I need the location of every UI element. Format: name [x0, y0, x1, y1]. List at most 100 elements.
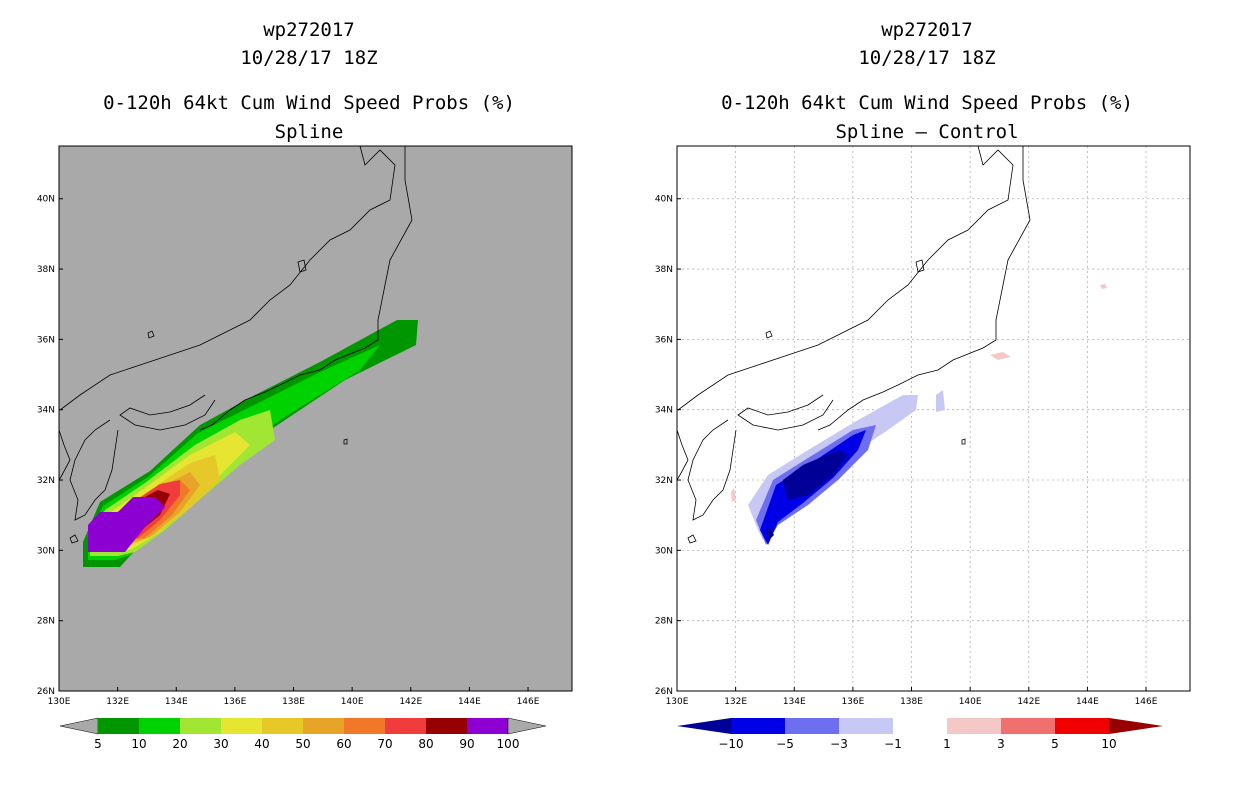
island-tanegashima — [69, 534, 79, 544]
diff-plus-1-a — [731, 488, 736, 502]
coastline-honshu-sea — [59, 145, 396, 411]
lat-tick-label: 36N — [655, 335, 673, 345]
colorbar-label: −3 — [830, 737, 848, 751]
coastline-korea — [676, 429, 689, 481]
panel-subtitle: Spline — [274, 121, 344, 143]
colorbar-box — [947, 718, 1001, 734]
product-title: 0-120h 64kt Cum Wind Speed Probs (%) — [721, 92, 1133, 114]
colorbar-low-arrow — [677, 718, 731, 734]
colorbar-label: 5 — [1051, 737, 1059, 751]
colorbar-box — [731, 718, 785, 734]
lon-tick-label: 142E — [1017, 697, 1040, 707]
coastline — [58, 145, 413, 544]
lon-tick-label: 136E — [223, 697, 246, 707]
colorbar-label: −10 — [718, 737, 743, 751]
colorbar-label: 30 — [213, 737, 228, 751]
colorbar-box — [139, 718, 180, 734]
colorbar-box — [262, 718, 303, 734]
lat-tick-label: 26N — [37, 687, 55, 697]
map-frame — [58, 145, 573, 692]
lon-tick-label: 130E — [48, 697, 71, 707]
colorbar-box — [98, 718, 139, 734]
diff-minus-1-fringe — [936, 390, 945, 412]
lat-tick-label: 32N — [37, 476, 55, 486]
swath-100pct-core — [90, 499, 160, 550]
colorbar-label: 100 — [497, 737, 520, 751]
colorbar-label: 50 — [295, 737, 310, 751]
lon-tick-label: 132E — [724, 697, 747, 707]
lon-tick-label: 130E — [666, 697, 689, 707]
colorbar-label: 70 — [377, 737, 392, 751]
island-izu — [961, 438, 966, 445]
lat-tick-label: 34N — [37, 406, 55, 416]
coastline-shikoku — [737, 394, 834, 431]
colorbar-label: 10 — [131, 737, 146, 751]
forecast-datetime: 10/28/17 18Z — [240, 47, 378, 69]
colorbar-label: 10 — [1101, 737, 1116, 751]
colorbar-label: −1 — [884, 737, 902, 751]
colorbar-box — [839, 718, 893, 734]
lon-tick-label: 138E — [900, 697, 923, 707]
lon-tick-label: 134E — [783, 697, 806, 707]
coastline-korea — [58, 429, 71, 481]
colorbar-box — [893, 718, 947, 734]
colorbar-box — [344, 718, 385, 734]
colorbar-label: −5 — [776, 737, 794, 751]
storm-id: wp272017 — [881, 19, 973, 41]
lon-tick-label: 146E — [1135, 697, 1158, 707]
colorbar-box — [1055, 718, 1109, 734]
lon-tick-label: 140E — [959, 697, 982, 707]
colorbar-high-arrow — [1109, 718, 1163, 734]
colorbar-label: 20 — [172, 737, 187, 751]
colorbar-box — [385, 718, 426, 734]
colorbar: 5 10 20 30 40 50 60 70 80 90 100 — [59, 717, 547, 751]
coastline-honshu-pacific — [817, 146, 1031, 431]
colorbar: −10 −5 −3 −1 1 3 5 10 — [677, 718, 1163, 751]
colorbar-low-arrow — [59, 717, 99, 735]
lat-axis: 26N 28N 30N 32N 34N 36N 38N 40N — [655, 195, 681, 697]
coastline-kyushu — [687, 419, 737, 521]
diff-plus-1-b — [990, 352, 1011, 360]
lon-tick-label: 140E — [341, 697, 364, 707]
product-title: 0-120h 64kt Cum Wind Speed Probs (%) — [103, 92, 515, 114]
lat-tick-label: 34N — [655, 406, 673, 416]
lon-tick-label: 136E — [841, 697, 864, 707]
colorbar-label: 90 — [459, 737, 474, 751]
lon-axis: 130E 132E 134E 136E 138E 140E 142E 144E 146E — [666, 687, 1158, 707]
diff-minus-10 — [783, 450, 848, 500]
colorbar-label: 40 — [254, 737, 269, 751]
lon-tick-label: 146E — [517, 697, 540, 707]
colorbar-box — [426, 718, 467, 734]
colorbar-box — [785, 718, 839, 734]
lat-tick-label: 30N — [37, 546, 55, 556]
lat-tick-label: 30N — [655, 546, 673, 556]
colorbar-box — [221, 718, 262, 734]
colorbar-label: 80 — [418, 737, 433, 751]
colorbar-label: 3 — [997, 737, 1005, 751]
lat-tick-label: 36N — [37, 335, 55, 345]
lat-tick-label: 28N — [37, 617, 55, 627]
panel-subtitle: Spline – Control — [835, 121, 1019, 143]
coastline-honshu-pacific — [199, 146, 413, 431]
diff-plus-1-c — [1100, 284, 1107, 289]
probability-map: 130E 132E 134E 136E 138E 140E 142E 144E 146E 26N… — [37, 145, 573, 751]
probability-swath — [83, 320, 418, 567]
island-tanegashima — [687, 534, 697, 544]
lon-tick-label: 142E — [399, 697, 422, 707]
lon-tick-label: 144E — [458, 697, 481, 707]
island-izu — [343, 438, 348, 445]
island-sado — [297, 259, 307, 273]
lat-tick-label: 38N — [655, 265, 673, 275]
coastline-kyushu — [69, 419, 119, 521]
colorbar-label: 5 — [94, 737, 102, 751]
lon-tick-label: 134E — [165, 697, 188, 707]
difference-map: 130E 132E 134E 136E 138E 140E 142E 144E 146E 26N… — [655, 145, 1191, 751]
lat-axis: 26N 28N 30N 32N 34N 36N 38N 40N — [37, 195, 63, 697]
lon-axis: 130E 132E 134E 136E 138E 140E 142E 144E 146E — [48, 687, 540, 707]
lat-tick-label: 40N — [37, 195, 55, 205]
colorbar-box — [467, 718, 508, 734]
colorbar-box — [180, 718, 221, 734]
coastline-honshu-sea — [677, 145, 1014, 411]
lat-tick-label: 28N — [655, 617, 673, 627]
coastline — [676, 145, 1031, 544]
